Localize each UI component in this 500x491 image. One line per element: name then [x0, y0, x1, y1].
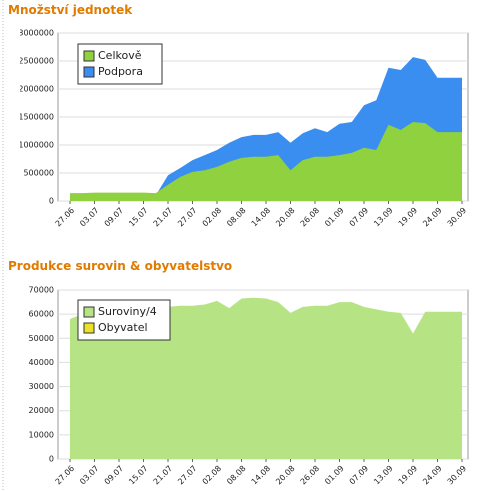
x-tick-label: 30.09 — [446, 206, 469, 229]
x-tick-label: 13.09 — [372, 464, 395, 487]
y-tick-label: 20000 — [29, 406, 54, 415]
x-tick-label: 07.09 — [348, 464, 371, 487]
x-tick-label: 20.08 — [274, 206, 297, 229]
x-tick-label: 14.08 — [250, 464, 273, 487]
x-tick-label: 03.07 — [78, 206, 101, 229]
x-tick-label: 19.09 — [397, 206, 420, 229]
y-tick-label: 1500000 — [18, 113, 54, 122]
x-tick-label: 27.06 — [54, 206, 77, 229]
x-tick-label: 02.08 — [201, 206, 224, 229]
x-tick-label: 24.09 — [421, 464, 444, 487]
x-tick-label: 09.07 — [103, 464, 126, 487]
y-tick-label: 2000000 — [18, 85, 54, 94]
x-tick-label: 08.08 — [225, 206, 248, 229]
legend-swatch — [83, 50, 95, 62]
y-tick-label: 3000000 — [18, 29, 54, 38]
x-tick-label: 19.09 — [397, 464, 420, 487]
x-tick-label: 09.07 — [103, 206, 126, 229]
x-tick-label: 20.08 — [274, 464, 297, 487]
x-tick-label: 01.09 — [323, 206, 346, 229]
x-tick-label: 27.07 — [176, 464, 199, 487]
y-tick-label: 50000 — [29, 334, 54, 343]
x-tick-label: 07.09 — [348, 206, 371, 229]
x-tick-label: 08.08 — [225, 464, 248, 487]
x-tick-label: 26.08 — [299, 206, 322, 229]
x-tick-label: 30.09 — [446, 464, 469, 487]
x-tick-label: 02.08 — [201, 464, 224, 487]
legend-swatch — [83, 66, 95, 78]
x-tick-label: 03.07 — [78, 464, 101, 487]
y-tick-label: 1000000 — [18, 141, 54, 150]
x-tick-label: 14.08 — [250, 206, 273, 229]
y-tick-label: 0 — [49, 455, 54, 464]
x-tick-label: 21.07 — [152, 206, 175, 229]
legend-swatch — [83, 306, 95, 318]
y-tick-label: 10000 — [29, 430, 54, 439]
y-tick-label: 30000 — [29, 382, 54, 391]
y-tick-label: 2500000 — [18, 57, 54, 66]
legend-label: Suroviny/4 — [98, 305, 157, 318]
y-tick-label: 0 — [49, 197, 54, 206]
chart-title: Množství jednotek — [8, 3, 133, 17]
legend-label: Obyvatel — [98, 321, 148, 334]
legend-label: Podpora — [98, 65, 143, 78]
x-tick-label: 26.08 — [299, 464, 322, 487]
area — [70, 122, 462, 201]
x-tick-label: 13.09 — [372, 206, 395, 229]
y-tick-label: 70000 — [29, 286, 54, 295]
y-tick-label: 60000 — [29, 310, 54, 319]
x-tick-label: 21.07 — [152, 464, 175, 487]
x-tick-label: 15.07 — [127, 206, 150, 229]
x-tick-label: 01.09 — [323, 464, 346, 487]
x-tick-label: 27.07 — [176, 206, 199, 229]
y-tick-label: 40000 — [29, 358, 54, 367]
legend-label: Celkově — [98, 49, 142, 62]
x-tick-label: 15.07 — [127, 464, 150, 487]
x-tick-label: 24.09 — [421, 206, 444, 229]
legend-swatch — [83, 322, 95, 334]
y-tick-label: 500000 — [23, 169, 54, 178]
x-tick-label: 27.06 — [54, 464, 77, 487]
chart-title: Produkce surovin & obyvatelstvo — [8, 259, 232, 273]
